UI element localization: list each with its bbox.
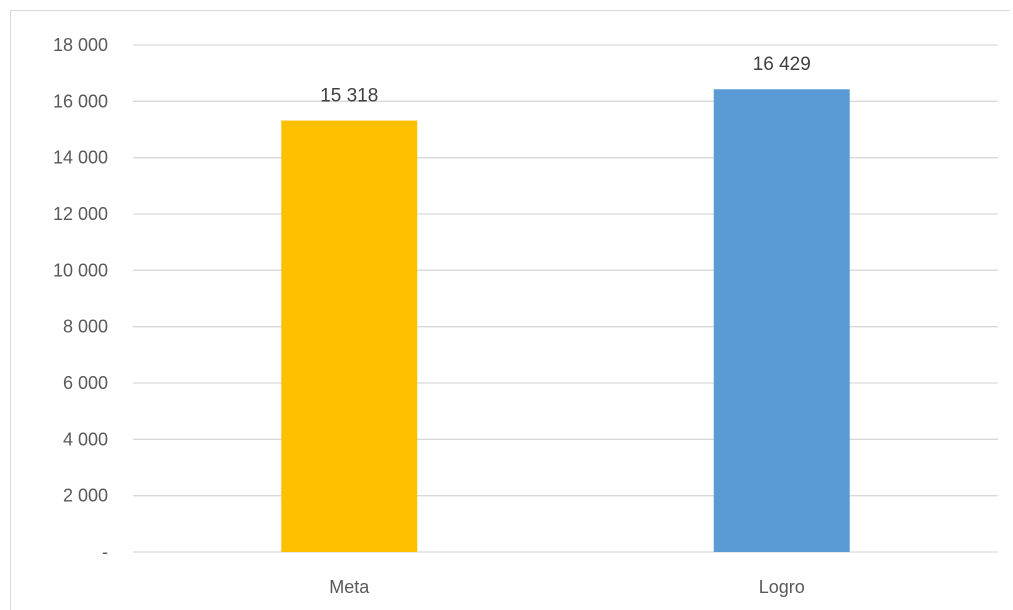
y-tick-label: 6 000 (63, 373, 108, 393)
y-tick-label: 12 000 (53, 204, 108, 224)
x-axis-category-labels: Meta Logro (329, 577, 805, 597)
y-tick-label: 16 000 (53, 91, 108, 111)
y-axis-tick-labels: - 2 000 4 000 6 000 8 000 10 000 12 000 14 000 1… (53, 35, 108, 562)
y-tick-label: 4 000 (63, 429, 108, 449)
gridlines (133, 44, 998, 553)
data-labels: 15 318 16 429 (320, 54, 811, 106)
y-tick-label: 18 000 (53, 35, 108, 55)
data-label-logro: 16 429 (753, 54, 811, 75)
bar-meta (281, 120, 418, 552)
y-tick-label: 10 000 (53, 260, 108, 280)
y-tick-label: 14 000 (53, 148, 108, 168)
bar-logro (713, 89, 850, 553)
data-label-meta: 15 318 (320, 86, 378, 107)
y-tick-label: - (102, 542, 108, 562)
chart-frame (10, 10, 1010, 610)
x-category-label: Meta (329, 577, 370, 597)
bars (281, 89, 850, 553)
x-category-label: Logro (759, 577, 805, 597)
y-tick-label: 8 000 (63, 317, 108, 337)
y-tick-label: 2 000 (63, 486, 108, 506)
